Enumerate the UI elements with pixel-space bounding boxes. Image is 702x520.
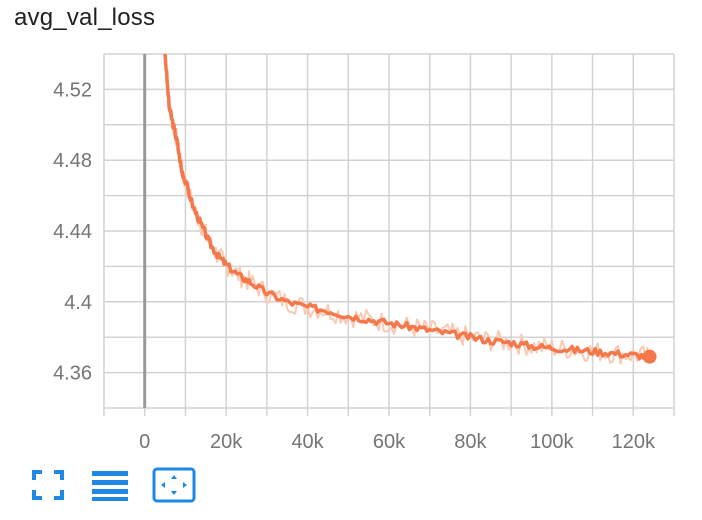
series-endpoint-marker	[642, 349, 657, 364]
grid-lines	[103, 53, 675, 416]
y-tick-label: 4.48	[53, 150, 92, 172]
y-tick-label: 4.4	[64, 292, 92, 314]
fullscreen-button[interactable]	[28, 466, 68, 504]
y-tick-label: 4.52	[53, 79, 92, 101]
series-group	[163, 54, 652, 365]
x-axis-tick-labels: 0 20k 40k 60k 80k 100k 120k	[139, 431, 656, 453]
x-tick-label: 100k	[530, 431, 574, 453]
x-tick-label: 80k	[454, 431, 487, 453]
fit-domain-icon	[152, 467, 196, 503]
series-line	[163, 54, 652, 361]
y-tick-label: 4.36	[53, 363, 92, 385]
x-tick-label: 120k	[612, 431, 656, 453]
x-tick-label: 0	[139, 431, 150, 453]
x-tick-label: 40k	[291, 431, 324, 453]
series-raw-line	[164, 54, 649, 365]
data-table-icon	[92, 471, 128, 501]
x-tick-label: 60k	[373, 431, 406, 453]
data-table-button[interactable]	[90, 466, 130, 504]
y-axis-tick-labels: 4.36 4.4 4.44 4.48 4.52	[53, 79, 92, 384]
chart-title: avg_val_loss	[14, 4, 156, 31]
fit-domain-button[interactable]	[152, 466, 196, 504]
loss-line-chart[interactable]: 4.36 4.4 4.44 4.48 4.52 0 20k 40k 60k 80k 100k 120…	[0, 0, 702, 460]
fullscreen-icon	[32, 470, 64, 500]
y-tick-label: 4.44	[53, 221, 92, 243]
x-tick-label: 20k	[210, 431, 243, 453]
